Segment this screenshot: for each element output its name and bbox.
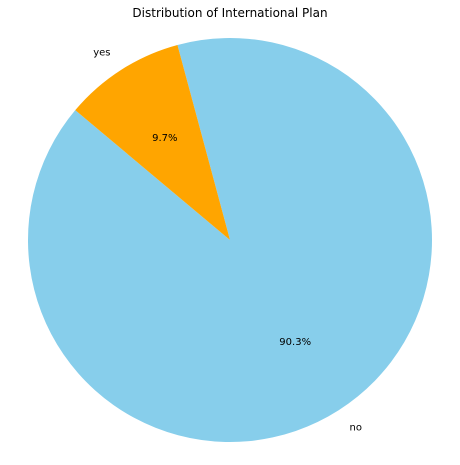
pie-labels: no 90.3% yes 9.7% [93,48,362,434]
pie-slices [28,37,433,443]
pie-slice-no [28,37,433,443]
percent-label-yes: 9.7% [152,133,177,144]
pie-slice-yes [75,44,230,240]
slice-label-no: no [350,422,362,433]
percent-label-no: 90.3% [279,337,311,348]
chart-title: Distribution of International Plan [132,6,327,20]
slice-label-yes: yes [93,48,110,59]
